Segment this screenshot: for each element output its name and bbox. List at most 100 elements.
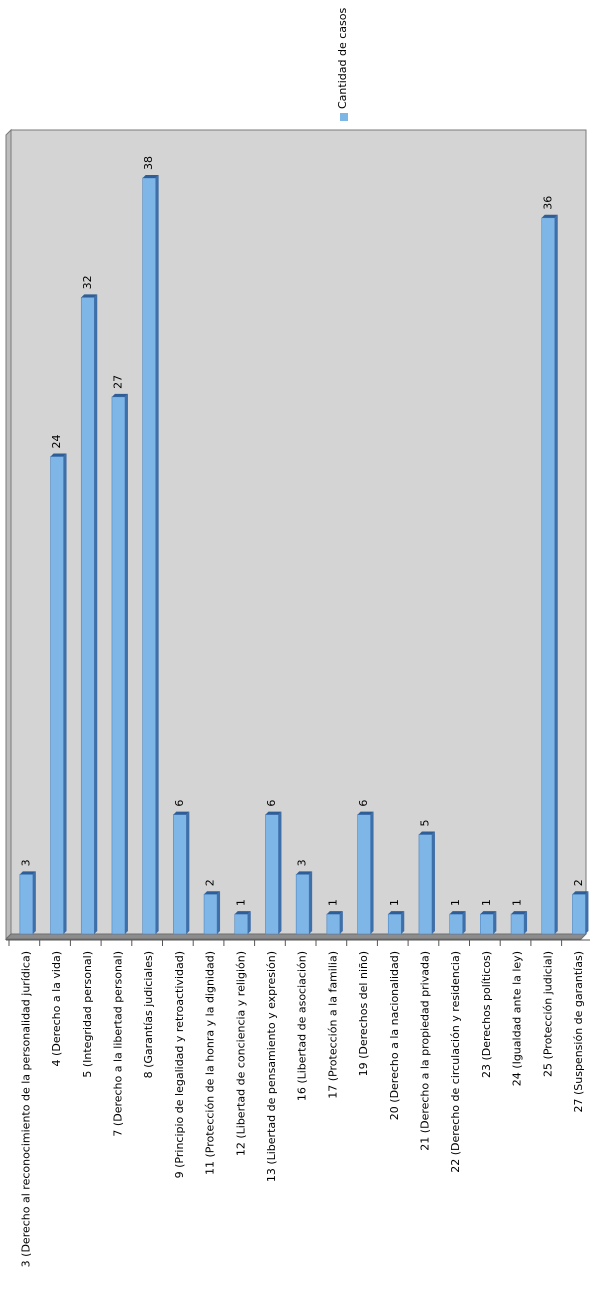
bar	[572, 891, 589, 935]
bar-side	[217, 891, 221, 934]
bar	[295, 871, 313, 935]
bar-side	[124, 393, 128, 934]
bar-top	[449, 911, 466, 915]
data-label: 1	[449, 899, 462, 906]
bar	[50, 453, 67, 935]
tick-label: 12 (Libertad de conciencia y religión)	[234, 951, 247, 1156]
data-label: 38	[142, 156, 155, 170]
bar-top	[572, 891, 589, 895]
tick-label: 13 (Libertad de pensamiento y expresión)	[265, 951, 278, 1182]
tick-label: 9 (Principio de legalidad y retroactivid…	[173, 951, 186, 1178]
bar-top	[326, 911, 343, 915]
tick-label: 7 (Derecho a la libertad personal)	[111, 951, 124, 1137]
data-label: 1	[234, 899, 247, 906]
bar-front	[80, 297, 95, 935]
bar-front	[234, 913, 249, 935]
bar-top	[50, 453, 67, 457]
bar-side	[32, 871, 36, 934]
bar-front	[357, 814, 371, 935]
legend-swatch	[340, 113, 348, 121]
data-label: 2	[204, 879, 217, 886]
tick-label: 20 (Derecho a la nacionalidad)	[388, 951, 401, 1120]
data-label: 32	[81, 275, 94, 289]
bar-front	[142, 177, 156, 935]
bars	[19, 175, 589, 935]
bar-front	[326, 913, 341, 935]
bar-top	[296, 871, 313, 875]
bar-top	[480, 911, 497, 915]
legend: Cantidad de casos	[336, 8, 349, 121]
tick-label: 3 (Derecho al reconocimiento de la perso…	[19, 951, 32, 1267]
bar	[234, 911, 251, 935]
bar	[19, 871, 36, 935]
bar-top	[388, 911, 405, 915]
bar	[326, 911, 343, 935]
bar-top	[511, 911, 528, 915]
data-label: 6	[357, 800, 370, 807]
value-labels: 3 24 32 27 38 6 2 1 6 3 1 6 1 5 1 1 1 36 2	[19, 156, 585, 906]
tick-label: 8 (Garantías judiciales)	[142, 951, 155, 1078]
bar-top	[173, 811, 190, 815]
tick-label: 5 (Integridad personal)	[81, 951, 94, 1078]
bar-side	[339, 911, 343, 934]
bar-top	[111, 393, 128, 397]
floor	[4, 933, 588, 940]
data-label: 24	[50, 435, 63, 449]
data-label: 6	[173, 800, 186, 807]
tick-label: 11 (Protección de la honra y la dignidad…	[204, 951, 217, 1175]
data-label: 5	[418, 820, 431, 827]
bar	[541, 214, 558, 935]
legend-label: Cantidad de casos	[336, 8, 349, 109]
data-label: 1	[511, 899, 524, 906]
data-label: 1	[480, 899, 493, 906]
bar	[510, 911, 528, 935]
category-labels: 3 (Derecho al reconocimiento de la perso…	[8, 940, 585, 1267]
side-wall	[5, 128, 12, 941]
bar-front	[111, 396, 126, 935]
bar-side	[554, 214, 558, 934]
bar	[418, 831, 435, 935]
data-label: 1	[326, 899, 339, 906]
data-label: 3	[19, 859, 32, 866]
bar-side	[585, 891, 589, 934]
bar-top	[234, 911, 251, 915]
tick-label: 19 (Derechos del niño)	[357, 951, 370, 1076]
tick-label: 25 (Protección judicial)	[541, 951, 554, 1077]
data-label: 6	[265, 800, 278, 807]
tick-label: 27 (Suspensión de garantías)	[572, 951, 585, 1113]
tick-label: 24 (Igualdad ante la ley)	[511, 951, 524, 1086]
bar-front	[572, 893, 586, 935]
bar-side	[155, 175, 159, 934]
bar-side	[278, 811, 282, 934]
bar-side	[462, 911, 466, 934]
bar-side	[493, 911, 497, 934]
tick-label: 21 (Derecho a la propiedad privada)	[418, 951, 431, 1151]
bar	[357, 811, 374, 935]
bar	[265, 811, 282, 935]
bar-front	[295, 874, 310, 935]
bar-top	[19, 871, 36, 875]
data-label: 36	[541, 196, 554, 210]
bar-top	[418, 831, 435, 835]
bar-side	[524, 911, 528, 934]
bar	[80, 294, 98, 935]
data-label: 3	[296, 859, 309, 866]
data-label: 1	[388, 899, 401, 906]
bar-side	[370, 811, 374, 934]
tick-label: 22 (Derecho de circulación y residencia)	[449, 951, 462, 1173]
bar-front	[418, 834, 433, 935]
bar	[111, 393, 128, 935]
bar-front	[387, 913, 402, 935]
bar-front	[480, 913, 494, 935]
bar	[142, 175, 159, 935]
bar	[480, 911, 497, 935]
bar-top	[265, 811, 282, 815]
data-label: 2	[572, 879, 585, 886]
bar-side	[247, 911, 251, 934]
bar-front	[19, 874, 34, 935]
tick-label: 17 (Protección a la familia)	[326, 951, 339, 1099]
bar-side	[186, 811, 190, 934]
bar	[387, 911, 405, 935]
bar	[203, 891, 221, 935]
bar	[173, 811, 190, 935]
